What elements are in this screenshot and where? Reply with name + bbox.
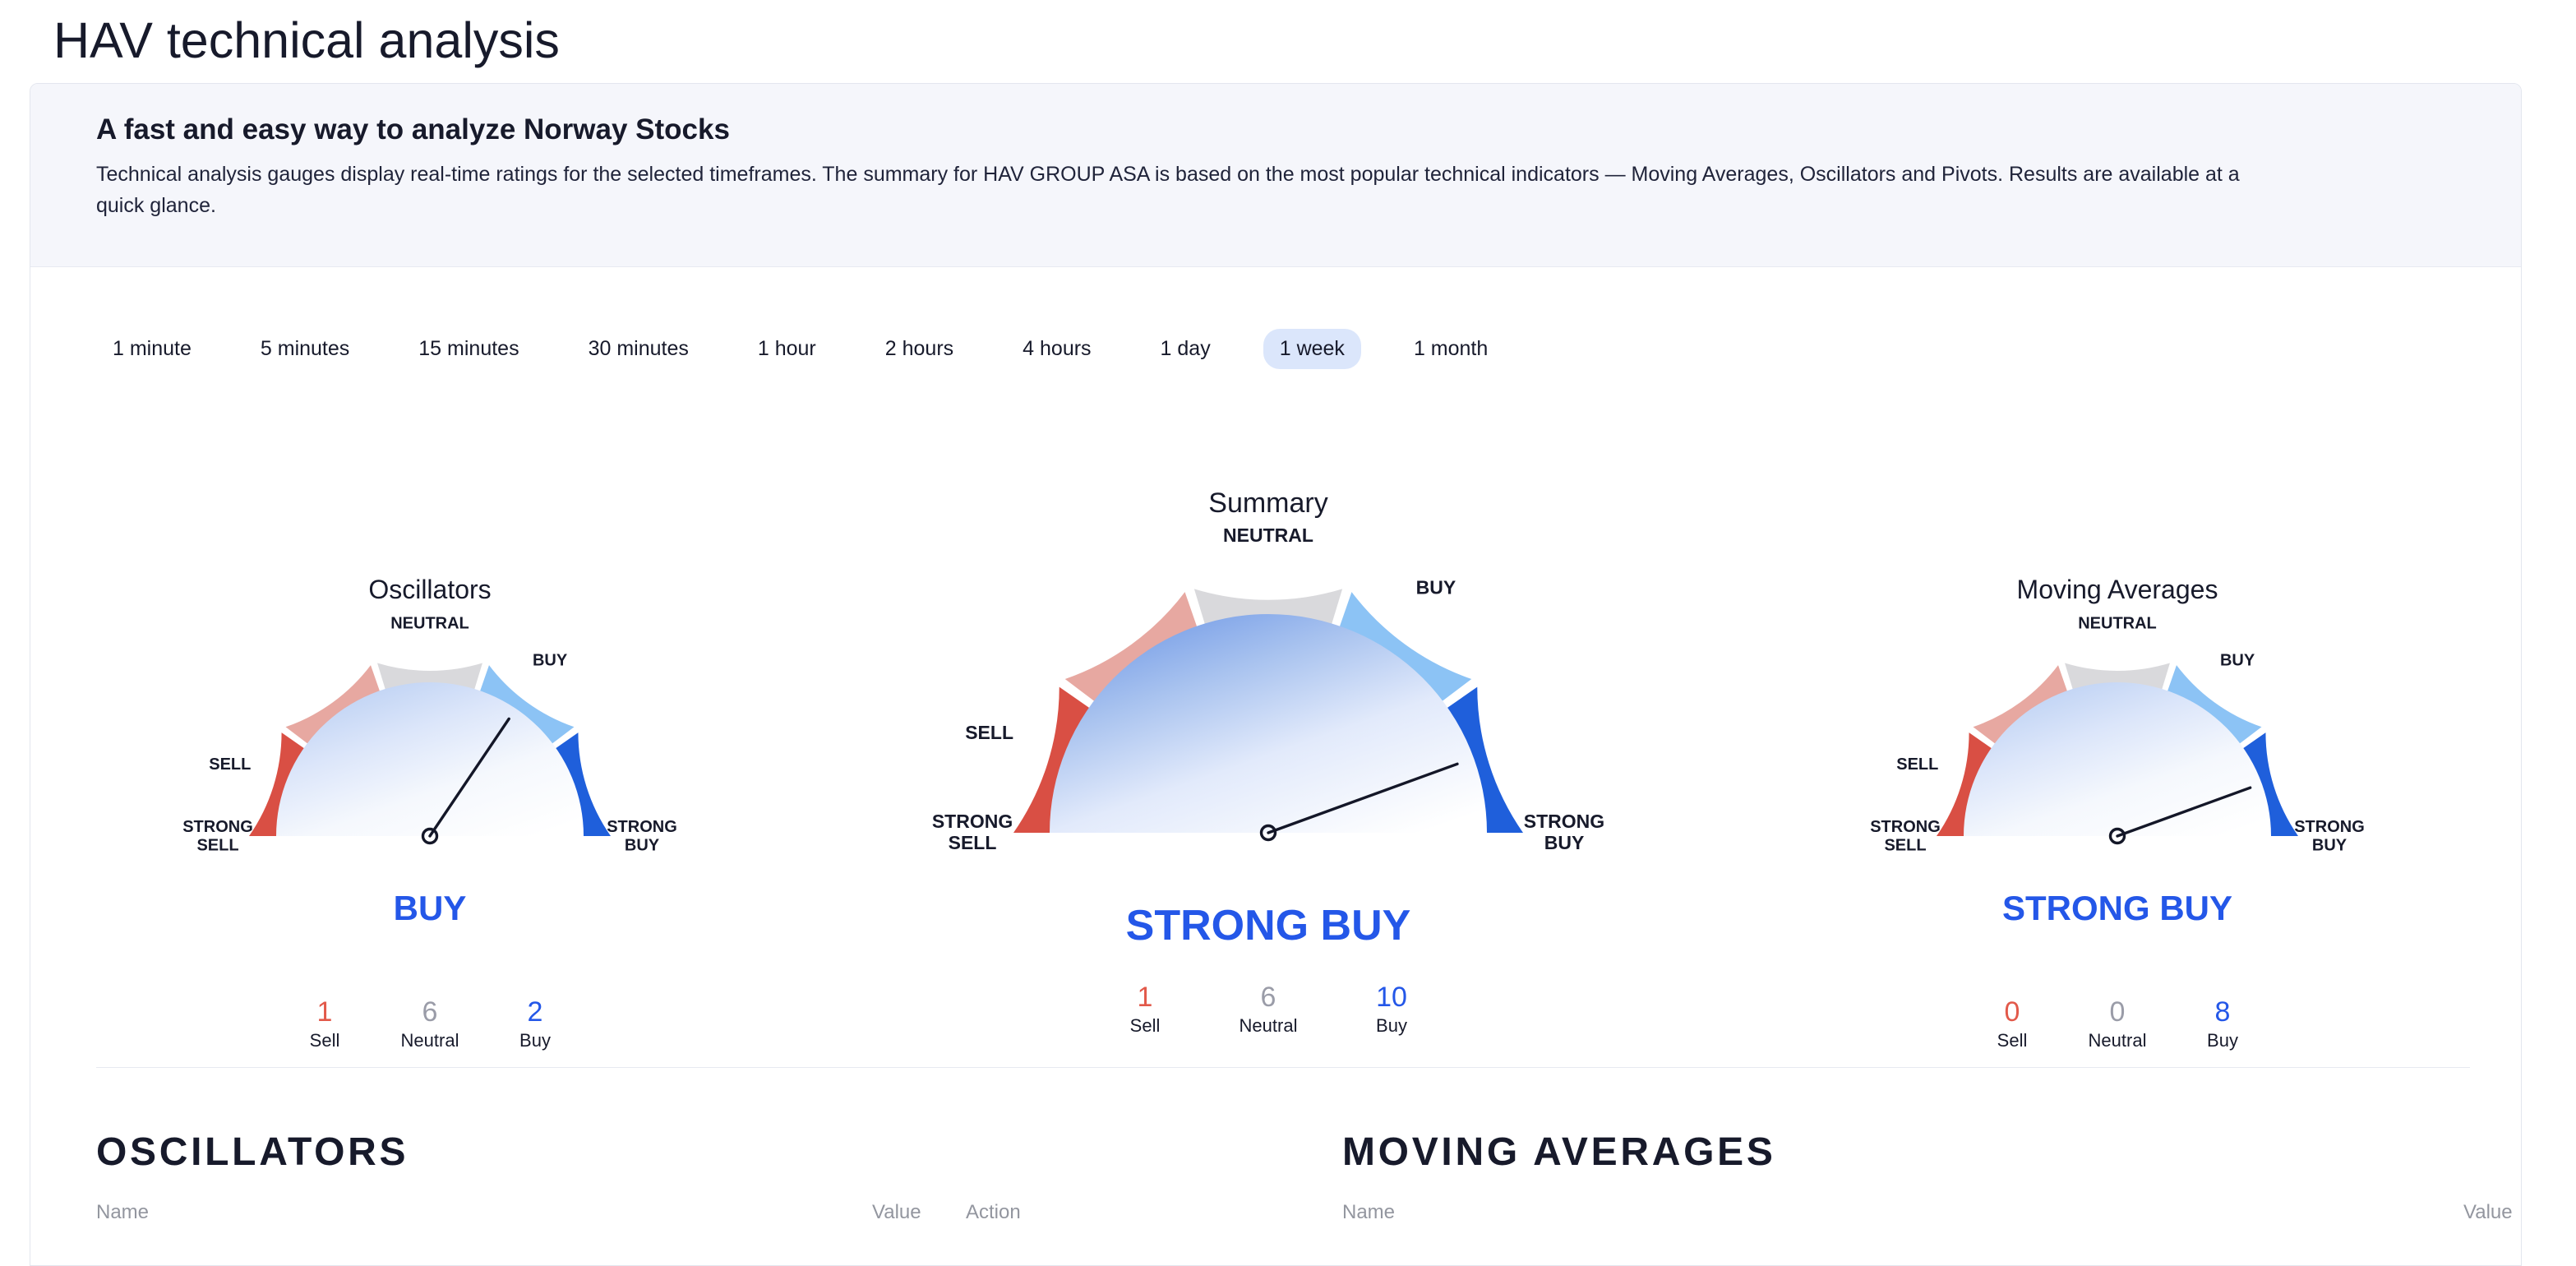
svg-text:NEUTRAL: NEUTRAL <box>1223 524 1313 546</box>
svg-text:BUY: BUY <box>1416 576 1457 598</box>
svg-text:BUY: BUY <box>2220 652 2255 670</box>
svg-text:SELL: SELL <box>209 755 251 774</box>
svg-text:SELL: SELL <box>965 722 1013 743</box>
svg-text:BUY: BUY <box>533 652 568 670</box>
svg-text:NEUTRAL: NEUTRAL <box>2078 614 2157 632</box>
svg-text:SELL: SELL <box>1896 755 1938 774</box>
svg-text:NEUTRAL: NEUTRAL <box>390 614 469 632</box>
